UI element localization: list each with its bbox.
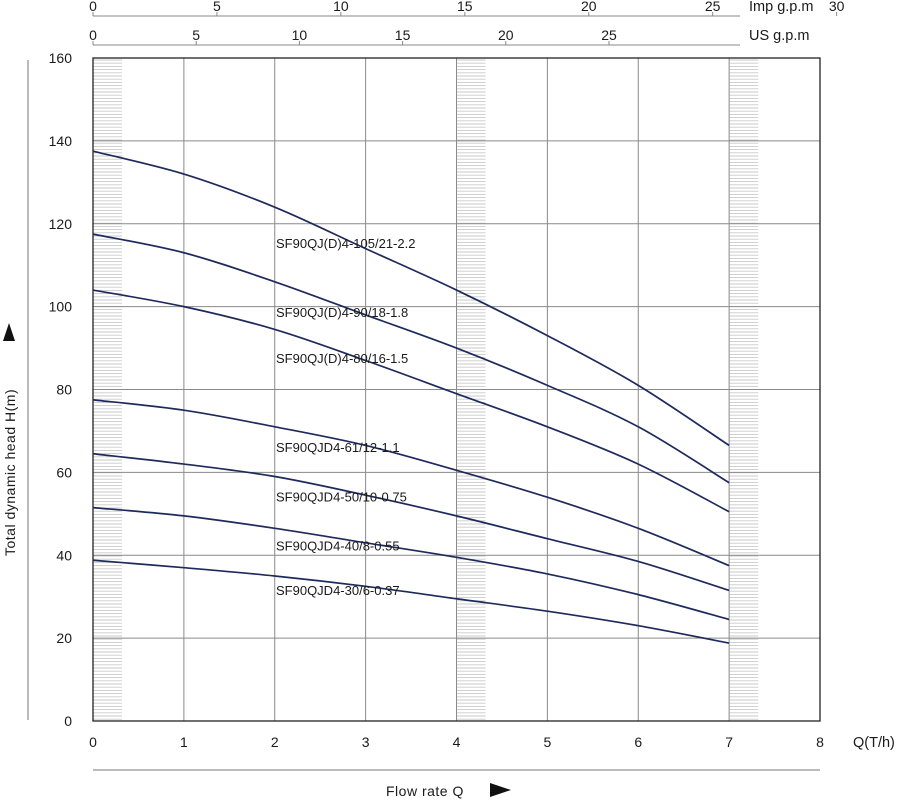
secondary-tick-label: 25 [601, 27, 617, 43]
x-tick-label: 3 [362, 734, 370, 750]
curves [92, 150, 730, 644]
secondary-unit-label: Imp g.p.m [749, 0, 813, 15]
x-tick-label: 8 [816, 734, 824, 750]
y-axis-title: Total dynamic head H(m) [2, 389, 18, 556]
x-tick-label: 7 [725, 734, 733, 750]
secondary-tick-label: 15 [457, 0, 473, 14]
curve-label: SF90QJ(D)4-90/18-1.8 [276, 305, 408, 320]
y-tick-label: 0 [64, 713, 72, 729]
x-tick-label: 6 [634, 734, 642, 750]
curve-line [92, 399, 730, 567]
secondary-tick-label: 25 [705, 0, 721, 14]
y-tick-label: 100 [49, 299, 73, 315]
curve-line [92, 289, 730, 513]
curve-line [92, 559, 730, 644]
secondary-tick-label: 20 [498, 27, 514, 43]
y-tick-label: 160 [49, 50, 73, 66]
x-tick-label: 2 [271, 734, 279, 750]
curve-label: SF90QJD4-40/8-0.55 [276, 538, 400, 553]
secondary-axes: 0 5 10 15 20 25 30 Imp g.p.m 0 5 10 15 20 25 US g.p.m [89, 0, 845, 46]
x-tick-label: 5 [543, 734, 551, 750]
secondary-tick-label: 15 [395, 27, 411, 43]
y-tick-label: 80 [56, 382, 72, 398]
secondary-tick-label: 5 [213, 0, 221, 14]
secondary-tick-label: 5 [192, 27, 200, 43]
head-arrow-icon [3, 323, 15, 341]
secondary-tick-label: 30 [829, 0, 845, 14]
curve-line [92, 233, 730, 484]
flow-arrow-icon [490, 783, 511, 797]
secondary-tick-label: 10 [292, 27, 308, 43]
curve-label: SF90QJD4-30/6-0.37 [276, 583, 400, 598]
flow-rate-title: Flow rate Q [386, 783, 464, 799]
curve-label: SF90QJ(D)4-105/21-2.2 [276, 236, 415, 251]
secondary-unit-label: US g.p.m [749, 28, 809, 44]
curve-line [92, 506, 730, 621]
curve-line [92, 452, 730, 592]
secondary-tick-label: 10 [333, 0, 349, 14]
y-tick-label: 140 [49, 133, 73, 149]
hatched-bands [93, 59, 759, 720]
x-axis-label: Q(T/h) [853, 735, 895, 751]
secondary-tick-label: 0 [89, 27, 97, 43]
curve-label: SF90QJD4-50/10-0.75 [276, 490, 407, 505]
secondary-tick-label: 20 [581, 0, 597, 14]
y-tick-label: 60 [56, 464, 72, 480]
axis-titles: Q(T/h) Flow rate Q Total dynamic head H(… [2, 60, 895, 799]
secondary-tick-label: 0 [89, 0, 97, 14]
curve-label: SF90QJ(D)4-80/16-1.5 [276, 351, 408, 366]
y-tick-label: 40 [56, 547, 72, 563]
grid-lines [93, 58, 820, 721]
curve-label: SF90QJD4-61/12-1.1 [276, 440, 400, 455]
y-tick-label: 20 [56, 630, 72, 646]
plot-frame [92, 57, 821, 722]
plot-border [92, 57, 821, 722]
x-tick-label: 0 [89, 734, 97, 750]
curve-labels: SF90QJ(D)4-105/21-2.2 SF90QJ(D)4-90/18-1.… [276, 236, 415, 598]
curve-line [92, 150, 730, 447]
y-tick-label: 120 [49, 216, 73, 232]
x-tick-label: 4 [453, 734, 461, 750]
x-tick-label: 1 [180, 734, 188, 750]
